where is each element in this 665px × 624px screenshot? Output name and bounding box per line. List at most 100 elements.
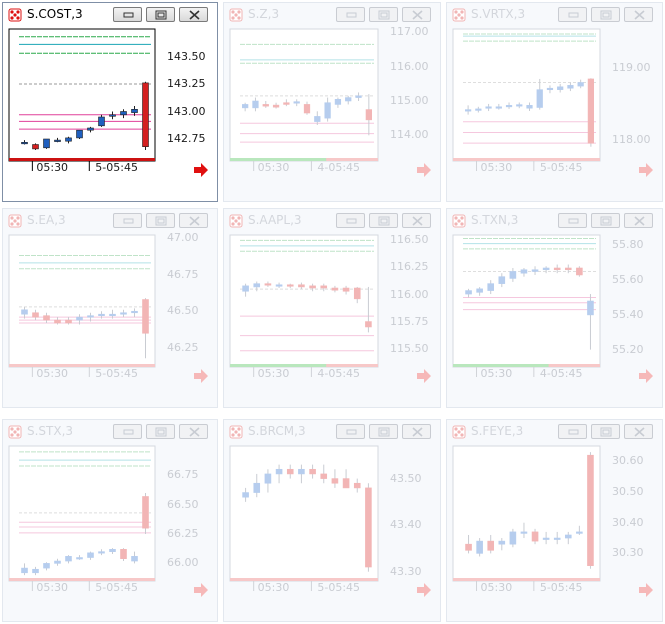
minimize-button[interactable] [336, 424, 365, 439]
y-tick-label: 117.00 [390, 25, 429, 39]
chart-window-stx[interactable]: S.STX,3 66.75 66.50 66.25 66.00 05:30 5-05:45 [2, 419, 218, 622]
title-bar[interactable]: S.AAPL,3 [224, 209, 440, 231]
scroll-right-arrow-icon[interactable] [416, 162, 432, 177]
restore-button[interactable] [146, 424, 175, 439]
app-icon [8, 424, 22, 439]
y-tick-label: 143.25 [167, 77, 206, 90]
candle-body [564, 534, 572, 539]
candle-body [485, 106, 492, 109]
minimize-button[interactable] [558, 213, 587, 228]
restore-button[interactable] [591, 213, 620, 228]
minimize-button[interactable] [336, 7, 365, 22]
minimize-button[interactable] [113, 424, 142, 439]
price-chart[interactable] [3, 420, 217, 621]
candle-body [324, 102, 331, 119]
candle-body [43, 138, 50, 149]
restore-icon [600, 427, 612, 437]
candle-body [526, 105, 533, 109]
scroll-right-arrow-icon[interactable] [193, 162, 209, 177]
y-tick-label: 116.25 [390, 260, 429, 274]
close-button[interactable] [402, 424, 431, 439]
scroll-right-arrow-icon[interactable] [416, 582, 432, 597]
scroll-right-arrow-icon[interactable] [638, 582, 654, 597]
title-bar[interactable]: S.TXN,3 [447, 209, 662, 231]
time-label: 05:30 [36, 367, 69, 380]
minimize-icon [568, 12, 579, 18]
chart-window-aapl[interactable]: S.AAPL,3 116.50 116.25 116.00 115.75 115.50 05… [223, 208, 441, 408]
scroll-right-arrow-icon[interactable] [193, 368, 209, 383]
chart-window-cost[interactable]: S.COST,3 143.50 143.25 143.00 142.75 05:30 5-0… [2, 2, 218, 202]
restore-button[interactable] [146, 7, 175, 22]
chart-window-brcm[interactable]: S.BRCM,3 43.50 43.40 43.30 05:30 5-05:45 [223, 419, 441, 622]
price-chart[interactable] [447, 420, 662, 621]
title-bar[interactable]: S.VRTX,3 [447, 3, 662, 25]
candle-body [576, 531, 583, 534]
price-chart[interactable] [447, 209, 662, 407]
minimize-button[interactable] [113, 213, 142, 228]
minimize-button[interactable] [336, 213, 365, 228]
close-button[interactable] [624, 7, 653, 22]
y-tick-label: 115.00 [390, 94, 429, 107]
minimize-button[interactable] [113, 7, 142, 22]
price-chart[interactable] [447, 3, 662, 201]
time-label: 5-05:45 [317, 581, 361, 594]
close-button[interactable] [624, 213, 653, 228]
candle-body [320, 285, 328, 289]
volume-strip-green [230, 364, 327, 367]
title-bar[interactable]: S.COST,3 [3, 3, 217, 25]
price-chart[interactable] [3, 209, 217, 407]
close-icon [189, 427, 200, 437]
restore-button[interactable] [369, 424, 398, 439]
close-button[interactable] [624, 424, 653, 439]
title-bar[interactable]: S.EA,3 [3, 209, 217, 231]
plot-area [452, 234, 601, 368]
y-tick-label: 115.75 [390, 314, 429, 328]
title-bar[interactable]: S.BRCM,3 [224, 420, 440, 442]
candle-body [21, 142, 28, 145]
candle-body [76, 316, 83, 321]
candle-body [553, 267, 561, 271]
restore-icon [600, 216, 612, 226]
time-label: 5-05:45 [539, 581, 583, 594]
candle-body [567, 85, 574, 89]
chart-window-vrtx[interactable]: S.VRTX,3 119.00 118.00 05:30 5-05:45 [446, 2, 663, 202]
chart-window-feye[interactable]: S.FEYE,3 30.60 30.50 30.40 30.30 05:30 5-05:45 [446, 419, 663, 622]
close-button[interactable] [402, 213, 431, 228]
scroll-right-arrow-icon[interactable] [193, 582, 209, 597]
title-bar[interactable]: S.FEYE,3 [447, 420, 662, 442]
title-bar[interactable]: S.STX,3 [3, 420, 217, 442]
restore-button[interactable] [146, 213, 175, 228]
candle-body [252, 100, 259, 109]
price-chart[interactable] [224, 420, 440, 621]
restore-button[interactable] [369, 7, 398, 22]
candle-body [587, 78, 594, 144]
y-tick-label: 142.75 [167, 132, 206, 145]
restore-button[interactable] [591, 7, 620, 22]
minimize-button[interactable] [558, 424, 587, 439]
chart-window-ea[interactable]: S.EA,3 47.00 46.75 46.50 46.25 05:30 5-05:45 [2, 208, 218, 408]
close-button[interactable] [179, 7, 208, 22]
y-tick-label: 43.40 [390, 518, 422, 532]
scroll-right-arrow-icon[interactable] [416, 368, 432, 383]
price-chart[interactable] [3, 3, 217, 201]
close-button[interactable] [179, 424, 208, 439]
scroll-right-arrow-icon[interactable] [638, 162, 654, 177]
candle-body [531, 269, 539, 272]
chart-window-z[interactable]: S.Z,3 117.00 116.00 115.00 114.00 05:30 4-05:4… [223, 2, 441, 202]
candle-body [43, 315, 50, 321]
minimize-button[interactable] [558, 7, 587, 22]
close-button[interactable] [402, 7, 431, 22]
scroll-right-arrow-icon[interactable] [638, 368, 654, 383]
plot-area [229, 234, 379, 368]
candle-body [516, 104, 523, 107]
close-icon [412, 216, 423, 226]
chart-window-txn[interactable]: S.TXN,3 55.80 55.60 55.40 55.20 05:30 4-05:45 [446, 208, 663, 408]
close-button[interactable] [179, 213, 208, 228]
restore-button[interactable] [591, 424, 620, 439]
price-chart[interactable] [224, 3, 440, 201]
time-label: 5-05:45 [539, 161, 583, 174]
restore-button[interactable] [369, 213, 398, 228]
price-chart[interactable] [224, 209, 440, 407]
y-tick-label: 118.00 [612, 132, 651, 146]
title-bar[interactable]: S.Z,3 [224, 3, 440, 25]
